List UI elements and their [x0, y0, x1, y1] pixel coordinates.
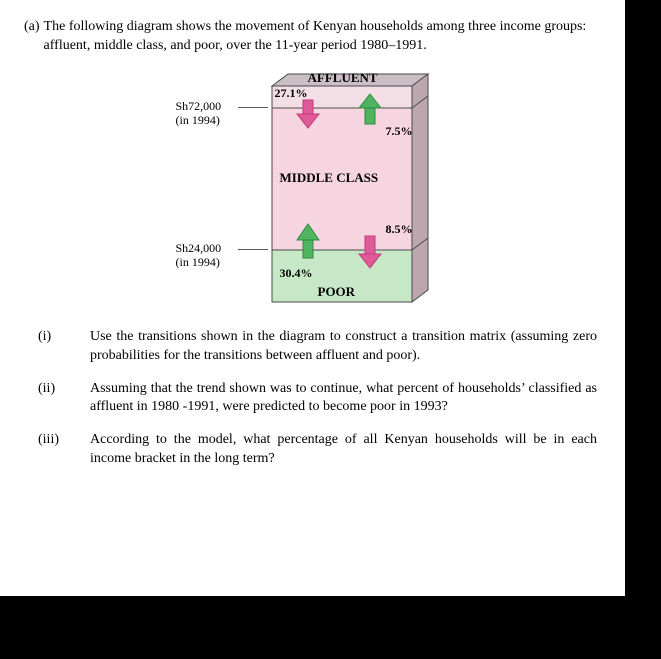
- pct-aff-to-mid: 27.1%: [275, 86, 308, 101]
- question-list: (i) Use the transitions shown in the dia…: [24, 328, 601, 469]
- threshold-upper-note: (in 1994): [176, 113, 220, 127]
- pct-mid-to-aff: 7.5%: [386, 124, 413, 139]
- affluent-label: AFFLUENT: [308, 70, 378, 86]
- threshold-lower-amount: Sh24,000: [176, 241, 222, 255]
- intro-text: The following diagram shows the movement…: [44, 18, 601, 56]
- income-diagram: Sh72,000 (in 1994) Sh24,000 (in 1994): [158, 66, 468, 318]
- question-number: (ii): [24, 380, 90, 418]
- pct-poor-to-mid: 30.4%: [280, 266, 313, 281]
- pct-mid-to-poor: 8.5%: [386, 222, 413, 237]
- question-text: According to the model, what percentage …: [90, 431, 601, 469]
- intro-paragraph: (a) The following diagram shows the move…: [24, 18, 601, 56]
- tick-upper: [238, 107, 268, 108]
- poor-label: POOR: [318, 284, 356, 300]
- tick-lower: [238, 249, 268, 250]
- middle-label: MIDDLE CLASS: [280, 170, 379, 186]
- diagram-container: Sh72,000 (in 1994) Sh24,000 (in 1994): [24, 66, 601, 318]
- threshold-lower: Sh24,000 (in 1994): [176, 242, 222, 270]
- part-marker: (a): [24, 18, 44, 56]
- threshold-lower-note: (in 1994): [176, 255, 220, 269]
- threshold-upper-amount: Sh72,000: [176, 99, 222, 113]
- block-side-face: [412, 74, 428, 302]
- document-page: (a) The following diagram shows the move…: [0, 0, 625, 596]
- question-item: (ii) Assuming that the trend shown was t…: [24, 380, 601, 418]
- threshold-upper: Sh72,000 (in 1994): [176, 100, 222, 128]
- question-item: (iii) According to the model, what perce…: [24, 431, 601, 469]
- question-number: (i): [24, 328, 90, 366]
- question-item: (i) Use the transitions shown in the dia…: [24, 328, 601, 366]
- question-text: Assuming that the trend shown was to con…: [90, 380, 601, 418]
- question-number: (iii): [24, 431, 90, 469]
- question-text: Use the transitions shown in the diagram…: [90, 328, 601, 366]
